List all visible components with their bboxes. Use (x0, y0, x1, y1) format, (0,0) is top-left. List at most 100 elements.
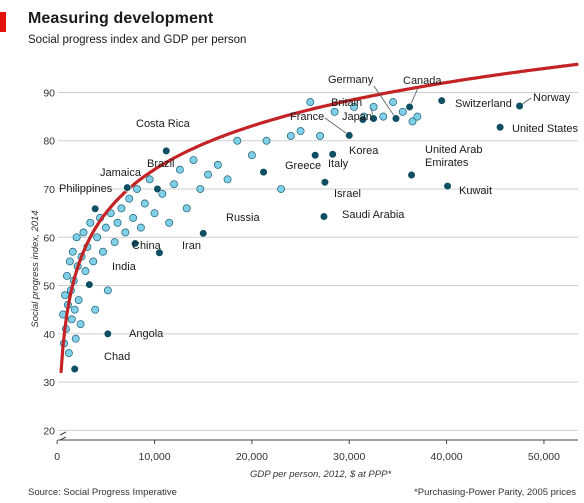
country-point (369, 103, 378, 111)
country-point (170, 180, 178, 189)
country-point (316, 131, 324, 140)
country-point (61, 291, 69, 300)
source-note: Source: Social Progress Imperative (28, 487, 177, 498)
highlighted-country-point (199, 229, 208, 238)
country-point (79, 228, 88, 237)
country-label-united-arab-emirates: United Arab Emirates (425, 144, 482, 169)
country-point (86, 218, 95, 227)
x-tick-label: 10,000 (138, 451, 170, 463)
y-tick-label: 40 (43, 329, 55, 341)
country-point (133, 185, 141, 193)
country-label-russia: Russia (226, 212, 261, 224)
highlighted-country-point (103, 329, 112, 338)
country-label-switzerland: Switzerland (455, 98, 512, 110)
country-point (117, 204, 126, 213)
country-point (68, 247, 77, 256)
trend-line (59, 62, 579, 374)
highlighted-country-point (496, 123, 505, 132)
country-point (150, 209, 159, 218)
highlighted-country-point (311, 151, 320, 160)
country-point (158, 189, 167, 198)
highlighted-country-point (85, 280, 94, 289)
highlighted-country-point (369, 114, 378, 123)
y-tick-label: 70 (43, 184, 55, 196)
highlighted-country-point (405, 102, 414, 112)
country-label-italy: Italy (328, 158, 349, 170)
country-point (89, 257, 98, 266)
highlighted-country-point (391, 114, 401, 123)
country-point (182, 204, 191, 213)
country-point (330, 107, 339, 116)
brand-accent-tag (0, 12, 6, 32)
country-point (67, 315, 76, 324)
label-leader-line (373, 85, 397, 119)
footnote: *Purchasing-Power Parity, 2005 prices (414, 487, 576, 498)
country-label-korea: Korea (349, 145, 379, 157)
country-label-kuwait: Kuwait (459, 185, 492, 197)
x-tick-label: 20,000 (236, 451, 268, 463)
country-label-greece: Greece (285, 160, 321, 172)
y-axis-title: Social progress index, 2014 (30, 210, 41, 327)
country-point (175, 165, 184, 174)
country-point (91, 305, 100, 314)
country-label-costa-rica: Costa Rica (136, 118, 191, 130)
country-point (204, 170, 213, 179)
x-tick-label: 40,000 (431, 451, 463, 463)
country-point (286, 131, 295, 140)
country-point (101, 223, 110, 232)
x-tick-label: 50,000 (528, 451, 560, 463)
highlighted-country-point (123, 183, 132, 192)
country-label-iran: Iran (182, 240, 201, 252)
country-point (76, 320, 85, 329)
country-point (103, 286, 112, 295)
country-point (72, 233, 81, 242)
country-label-united-states: United States (512, 123, 579, 135)
highlighted-country-point (515, 101, 524, 111)
highlighted-country-point (345, 131, 354, 140)
country-label-saudi-arabia: Saudi Arabia (342, 209, 405, 221)
country-point (125, 194, 134, 203)
y-tick-label: 20 (43, 425, 55, 437)
country-label-norway: Norway (533, 92, 571, 104)
country-point (70, 305, 79, 314)
highlighted-country-point (155, 248, 164, 257)
country-point (413, 112, 422, 121)
country-point (121, 228, 130, 237)
country-point (306, 98, 315, 107)
country-label-germany: Germany (328, 74, 374, 86)
y-tick-label: 30 (43, 377, 55, 389)
country-point (296, 127, 305, 136)
country-point (99, 247, 107, 256)
country-point (93, 233, 102, 242)
country-point (379, 112, 388, 121)
country-label-brazil: Brazil (147, 158, 175, 170)
x-tick-label: 0 (54, 451, 60, 463)
country-point (74, 296, 83, 304)
country-label-china: China (132, 240, 162, 252)
country-label-jamaica: Jamaica (100, 167, 142, 179)
chart-subtitle: Social progress index and GDP per person (28, 34, 247, 46)
y-tick-label: 50 (43, 281, 55, 293)
country-point (145, 175, 154, 184)
highlighted-country-point (130, 239, 140, 248)
country-label-angola: Angola (129, 328, 164, 340)
axis-break-mark (59, 431, 67, 441)
country-label-india: India (112, 261, 137, 273)
country-point (136, 223, 145, 232)
country-label-france: France (290, 111, 324, 123)
highlighted-country-point (91, 204, 100, 213)
country-point (277, 185, 286, 193)
country-point (62, 271, 71, 280)
country-label-philippines: Philippines (59, 183, 113, 195)
y-tick-label: 60 (43, 232, 55, 244)
country-point (71, 334, 80, 343)
y-tick-label: 90 (43, 87, 55, 99)
country-point (113, 218, 122, 227)
highlighted-country-point (328, 150, 337, 159)
y-tick-label: 80 (43, 136, 55, 148)
country-point (140, 199, 149, 208)
country-point (196, 185, 205, 193)
highlighted-country-point (437, 96, 446, 105)
country-label-chad: Chad (104, 351, 130, 363)
